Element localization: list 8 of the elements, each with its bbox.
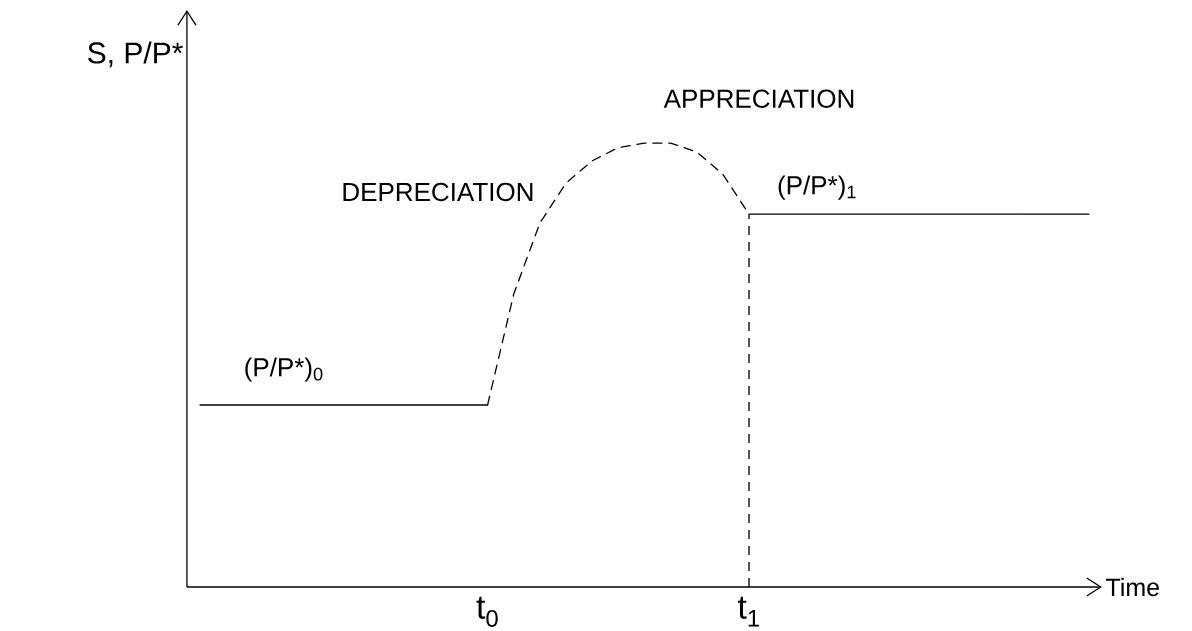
annotation: DEPRECIATION	[343, 182, 533, 202]
text: APPRECIATION	[663, 89, 854, 108]
annotation: (P/P*)$_{0}$	[245, 357, 323, 382]
y-axis-title: S, P/P*	[88, 41, 183, 68]
x-tick-label: t$_{1}$	[737, 596, 759, 627]
annotation: (P/P*)$_{1}$	[778, 175, 856, 200]
x-axis-title: Time	[1106, 577, 1159, 597]
x-tick-label: t$_{0}$	[476, 596, 498, 627]
